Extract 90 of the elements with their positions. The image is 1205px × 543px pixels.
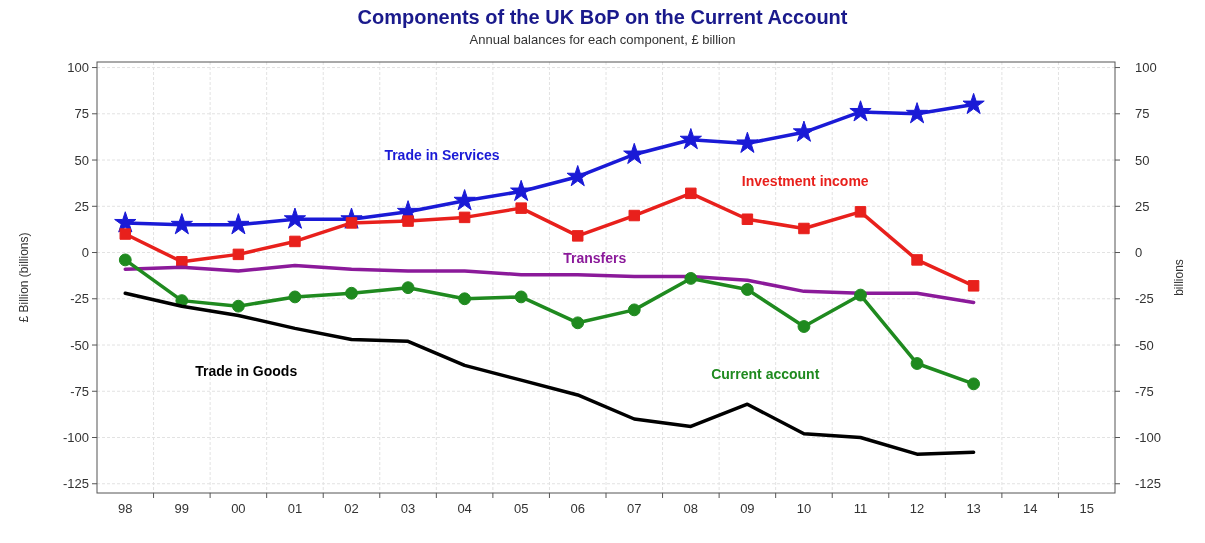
point	[911, 254, 923, 266]
y2-tick-label: 25	[1135, 198, 1150, 214]
point	[679, 128, 702, 150]
point	[566, 165, 589, 187]
x-tick-label: 98	[118, 501, 133, 516]
y-tick-label: 25	[74, 198, 89, 214]
point	[627, 303, 641, 317]
y2-tick-label: -25	[1135, 291, 1154, 307]
x-tick-label: 13	[966, 501, 981, 516]
y-tick-label: -100	[62, 430, 89, 446]
x-tick-label: 02	[344, 501, 359, 516]
point	[736, 131, 759, 153]
point	[283, 207, 307, 229]
point	[967, 377, 981, 391]
x-tick-label: 09	[740, 501, 755, 516]
point	[458, 211, 471, 224]
series-label: Transfers	[563, 249, 627, 266]
point	[628, 209, 641, 222]
x-tick-label: 00	[231, 501, 246, 516]
y-tick-label: -50	[70, 337, 89, 353]
point	[288, 290, 302, 304]
x-tick-label: 03	[400, 501, 416, 516]
y2-tick-label: -100	[1135, 430, 1162, 446]
x-tick-label: 01	[287, 501, 303, 516]
y2-tick-label: 50	[1135, 152, 1150, 168]
point	[854, 288, 867, 302]
point	[905, 102, 929, 124]
x-tick-label: 11	[853, 501, 868, 516]
x-tick-label: 05	[513, 501, 529, 516]
point	[515, 202, 527, 214]
point	[402, 215, 414, 227]
point	[289, 235, 301, 248]
y2-tick-label: -50	[1135, 337, 1154, 353]
point	[170, 213, 193, 235]
chart-subtitle: Annual balances for each component, £ billion	[469, 32, 736, 47]
point	[231, 299, 245, 313]
point	[345, 286, 358, 300]
point	[571, 316, 585, 330]
point	[453, 189, 476, 211]
x-tick-label: 99	[174, 501, 190, 516]
x-tick-label: 15	[1079, 501, 1094, 516]
point	[232, 248, 245, 261]
point	[798, 222, 810, 235]
y-tick-label: 0	[81, 245, 89, 261]
point	[458, 292, 472, 306]
text: Current account	[711, 365, 820, 382]
point	[910, 357, 924, 370]
series-label: Investment income	[741, 173, 869, 190]
y-tick-label: -125	[62, 476, 89, 492]
point	[227, 213, 250, 235]
point	[401, 281, 415, 295]
point	[741, 213, 754, 225]
x-tick-label: 14	[1022, 501, 1038, 516]
x-tick-label: 12	[909, 501, 925, 516]
point	[797, 320, 811, 333]
point	[514, 290, 528, 304]
text: Trade in Goods	[195, 363, 298, 380]
y-tick-label: 100	[67, 60, 89, 76]
point	[684, 272, 698, 285]
x-tick-label: 10	[796, 501, 812, 516]
point	[119, 228, 132, 240]
y2-tick-label: 0	[1135, 245, 1143, 261]
point	[571, 230, 584, 242]
point	[967, 280, 980, 292]
point	[792, 120, 816, 142]
point	[854, 206, 867, 218]
x-tick-label: 07	[627, 501, 642, 516]
y2-tick-label: -75	[1135, 383, 1154, 399]
point	[849, 100, 872, 122]
y-axis-title: £ Billion (billions)	[17, 232, 31, 323]
point	[685, 187, 697, 200]
point	[623, 142, 646, 165]
x-tick-label: 04	[457, 501, 472, 516]
y-tick-label: -75	[70, 383, 89, 399]
series-label: Trade in Services	[384, 146, 500, 163]
x-tick-label: 06	[570, 501, 585, 516]
y2-tick-label: 100	[1135, 60, 1157, 76]
point	[962, 92, 985, 115]
y2-axis-title: billions	[1172, 259, 1186, 296]
point	[510, 179, 533, 202]
y2-tick-label: 75	[1135, 106, 1150, 122]
y2-tick-label: -125	[1135, 476, 1162, 492]
x-tick-label: 08	[683, 501, 699, 516]
chart-title: Components of the UK BoP on the Current Account	[357, 6, 848, 28]
line-series	[123, 291, 976, 456]
y-tick-label: -25	[70, 291, 89, 307]
point	[118, 253, 132, 267]
point	[740, 283, 754, 296]
y-tick-label: 50	[74, 152, 89, 168]
y-tick-label: 75	[74, 106, 89, 122]
